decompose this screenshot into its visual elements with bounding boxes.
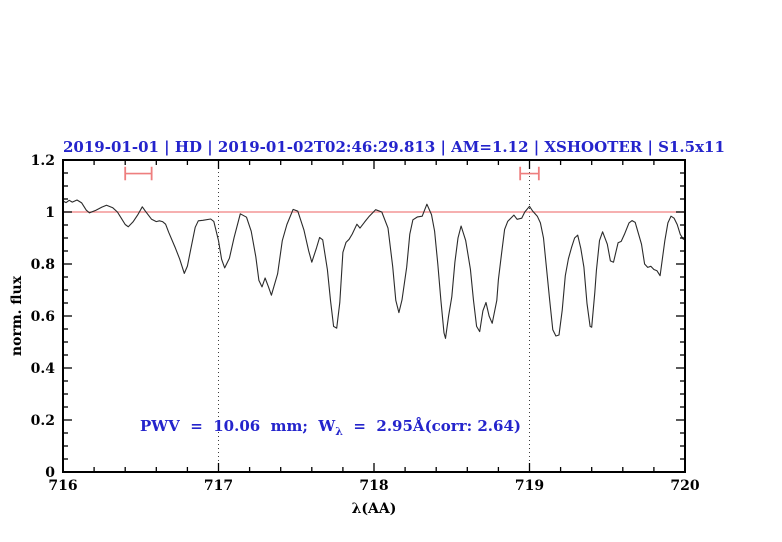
pwv-annotation-main: PWV = 10.06 mm; W bbox=[140, 417, 336, 435]
pwv-annotation-rest: = 2.95Å(corr: 2.64) bbox=[343, 417, 521, 435]
y-tick-label: 1 bbox=[45, 205, 55, 221]
x-tick-label: 718 bbox=[359, 478, 388, 494]
y-axis-label: norm. flux bbox=[9, 275, 25, 356]
y-tick-label: 0 bbox=[45, 465, 55, 481]
y-tick-label: 0.2 bbox=[31, 413, 55, 429]
x-tick-label: 716 bbox=[48, 478, 77, 494]
band-interval-marker bbox=[519, 166, 540, 181]
pwv-annotation: PWV = 10.06 mm; Wλ = 2.95Å(corr: 2.64) bbox=[140, 417, 521, 438]
y-tick-label: 0.6 bbox=[31, 309, 55, 325]
axis-ticks bbox=[62, 159, 686, 473]
y-tick-label: 1.2 bbox=[31, 153, 55, 169]
band-interval-marker bbox=[124, 166, 153, 181]
tick-labels: 716 717 718 719 720 0 0.2 0.4 0.6 0.8 1 1.2 bbox=[31, 153, 700, 494]
y-tick-label: 0.4 bbox=[31, 361, 56, 377]
spectrum-curve bbox=[62, 199, 684, 339]
pwv-annotation-subscript: λ bbox=[335, 425, 343, 438]
plot-generated-layers: 716 717 718 719 720 0 0.2 0.4 0.6 0.8 1 1.2 bbox=[31, 153, 700, 494]
plot-title: 2019-01-01 | HD | 2019-01-02T02:46:29.81… bbox=[63, 138, 725, 156]
x-tick-label: 720 bbox=[670, 478, 699, 494]
x-axis-label: λ(AA) bbox=[352, 501, 397, 517]
x-tick-label: 719 bbox=[515, 478, 544, 494]
y-tick-label: 0.8 bbox=[31, 257, 55, 273]
x-tick-label: 717 bbox=[204, 478, 233, 494]
